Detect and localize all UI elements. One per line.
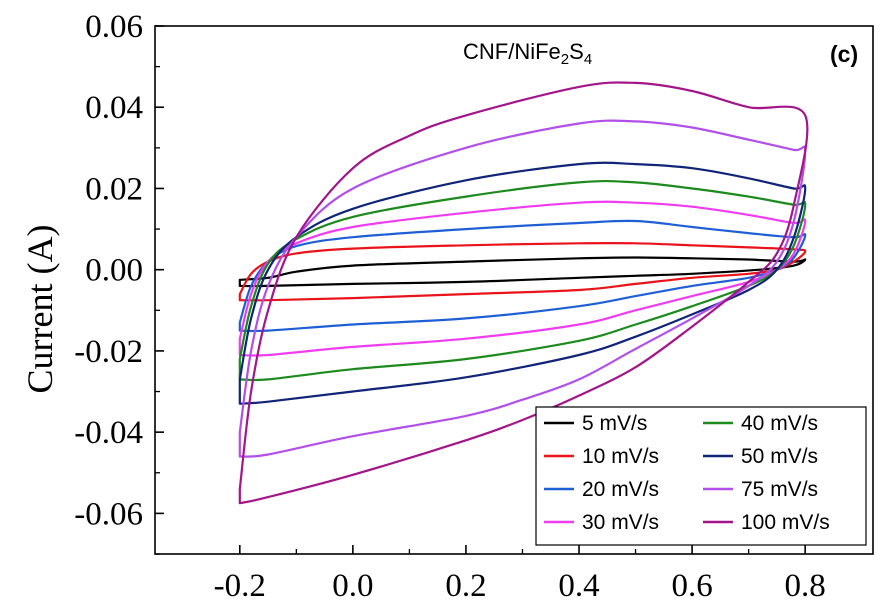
x-tick-label: 0.4 xyxy=(558,568,599,604)
y-axis: 0.06 0.04 0.02 0.00 -0.02 -0.04 -0.06 xyxy=(74,9,164,555)
series-line xyxy=(238,241,807,302)
series-layer xyxy=(238,81,809,505)
annotation-part-2: S xyxy=(569,39,584,64)
x-tick-label: -0.2 xyxy=(214,568,266,604)
legend-label: 40 mV/s xyxy=(741,412,818,435)
annotation-sub-1: 2 xyxy=(561,51,569,68)
series-line xyxy=(238,161,807,405)
annotation-part-1: CNF/NiFe xyxy=(463,39,561,64)
y-tick-label: 0.04 xyxy=(85,90,143,126)
series-line xyxy=(238,179,807,382)
sample-annotation: CNF/NiFe2S4 xyxy=(463,39,592,68)
series-line xyxy=(238,200,807,357)
y-axis-label: Current (A) xyxy=(20,225,60,394)
legend-label: 10 mV/s xyxy=(582,445,659,468)
legend-box xyxy=(535,406,867,546)
x-tick-label: 0.2 xyxy=(445,568,486,604)
y-tick-label: 0.06 xyxy=(85,9,143,45)
x-tick-label: 0.0 xyxy=(332,568,373,604)
series-line xyxy=(238,81,809,505)
series-line xyxy=(238,256,807,288)
panel-label: (c) xyxy=(830,41,858,67)
legend-label: 30 mV/s xyxy=(582,511,659,534)
legend: 5 mV/s 10 mV/s 20 mV/s 30 mV/s 40 mV/s 50 mV/… xyxy=(535,406,867,546)
y-tick-label: -0.04 xyxy=(74,415,143,451)
legend-label: 5 mV/s xyxy=(582,412,647,435)
plot-frame xyxy=(154,25,874,555)
legend-label: 50 mV/s xyxy=(741,445,818,468)
y-tick-label: 0.02 xyxy=(85,171,143,207)
series-line xyxy=(238,219,807,333)
legend-label: 100 mV/s xyxy=(741,511,830,534)
y-tick-label: -0.06 xyxy=(74,496,143,532)
y-tick-label: -0.02 xyxy=(74,334,143,370)
x-axis: -0.2 0.0 0.2 0.4 0.6 0.8 xyxy=(214,545,826,604)
x-tick-label: 0.8 xyxy=(785,568,826,604)
x-tick-label: 0.6 xyxy=(671,568,712,604)
annotation-sub-2: 4 xyxy=(584,51,592,68)
legend-label: 75 mV/s xyxy=(741,478,818,501)
legend-label: 20 mV/s xyxy=(582,478,659,501)
y-tick-label: 0.00 xyxy=(85,253,143,289)
